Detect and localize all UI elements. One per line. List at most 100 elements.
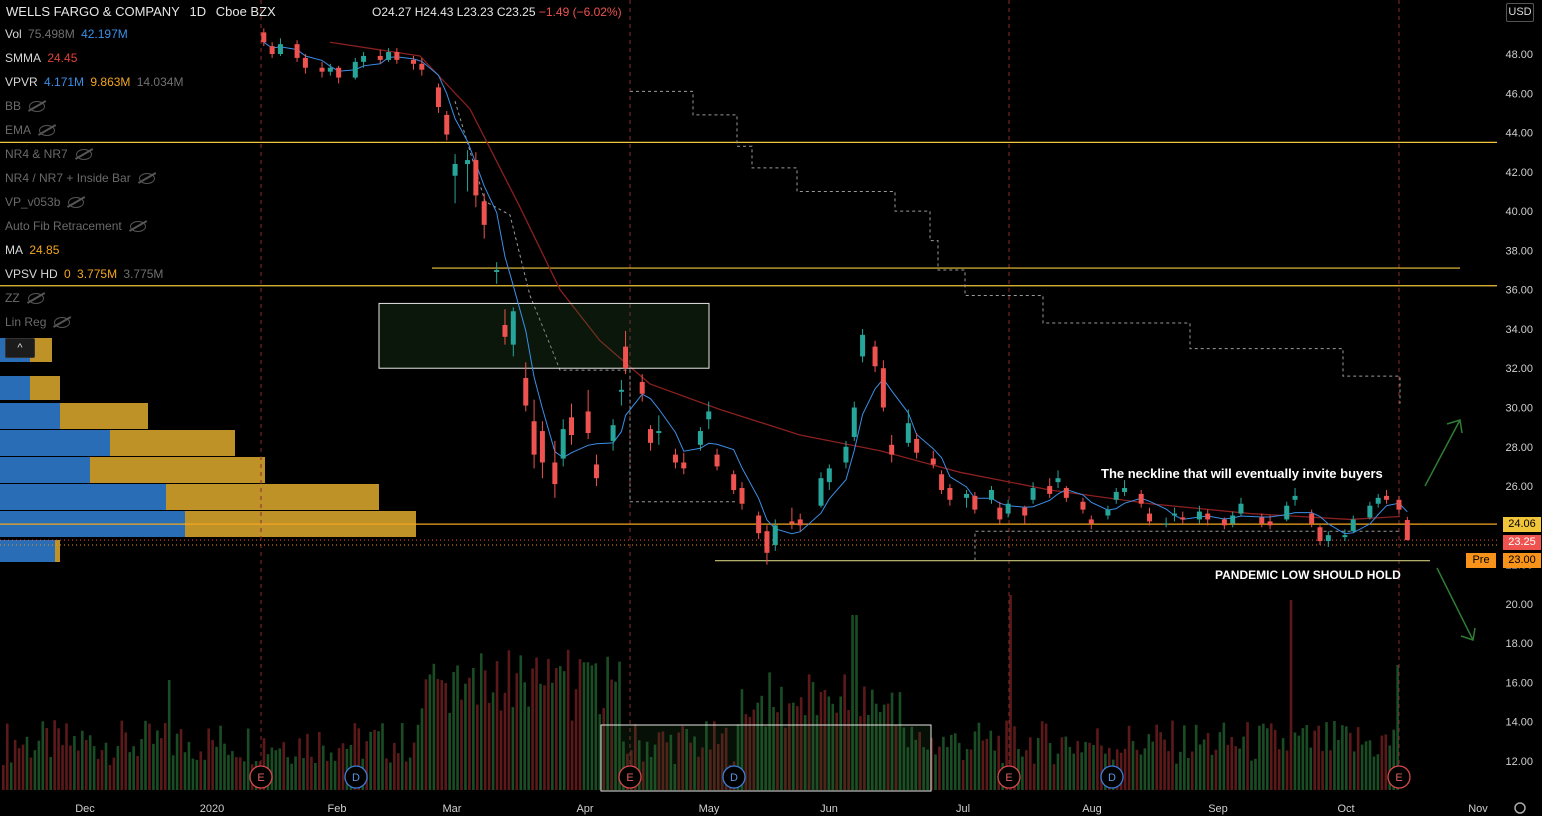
candle-body — [1196, 511, 1202, 520]
volume-bar — [910, 726, 914, 790]
volume-bar — [448, 712, 451, 790]
candle-body — [610, 425, 616, 441]
volume-bar — [144, 720, 147, 790]
collapse-legend-button[interactable]: ^ — [5, 338, 35, 358]
volume-bar — [594, 663, 598, 790]
volume-bar — [1325, 722, 1328, 790]
candle-body — [419, 63, 425, 70]
volume-bar — [622, 741, 625, 790]
hidden-eye-icon[interactable] — [75, 149, 92, 161]
symbol-name[interactable]: WELLS FARGO & COMPANY — [6, 4, 180, 19]
volume-bar — [507, 650, 511, 790]
indicator-row[interactable]: EMA — [5, 123, 56, 137]
volume-bar — [543, 685, 546, 790]
high-value: 24.43 — [423, 5, 454, 19]
volume-bar — [748, 716, 752, 790]
hidden-eye-icon[interactable] — [27, 293, 44, 305]
volume-bar — [697, 756, 700, 790]
level-price-tag: 24.06 — [1503, 517, 1541, 532]
dividend-marker-icon — [722, 765, 746, 789]
volume-bar — [179, 729, 183, 790]
interval-label[interactable]: 1D — [189, 4, 207, 19]
candle-body — [1088, 519, 1094, 524]
volume-bar — [736, 724, 740, 790]
candle-body — [843, 446, 849, 463]
candle-body — [539, 431, 545, 463]
candle-body — [435, 87, 441, 108]
hidden-eye-icon[interactable] — [39, 125, 56, 137]
ohlc-readout: O24.27 H24.43 L23.23 C23.25 −1.49 (−6.02… — [372, 5, 622, 19]
volume-bar — [1048, 743, 1052, 790]
volume-bar — [1052, 764, 1056, 790]
volume-bar — [1337, 739, 1340, 790]
volume-bar — [108, 764, 112, 790]
indicator-row[interactable]: VP_v053b — [5, 195, 85, 209]
volume-bar — [389, 762, 392, 790]
volume-bar — [1266, 728, 1269, 790]
hidden-eye-icon[interactable] — [68, 197, 85, 209]
indicator-row[interactable]: VPVR 4.171M 9.863M 14.034M — [5, 75, 183, 89]
volume-bar — [183, 752, 187, 790]
volume-bar — [1301, 728, 1305, 790]
volume-bar — [104, 742, 108, 790]
volume-bar — [527, 706, 530, 790]
candle-body — [410, 59, 416, 64]
indicator-row[interactable]: Lin Reg — [5, 315, 71, 329]
indicator-row[interactable]: ZZ — [5, 291, 44, 305]
volume-bar — [160, 738, 163, 790]
indicator-row[interactable]: Vol 75.498M 42.197M — [5, 27, 128, 41]
volume-bar — [961, 759, 965, 790]
volume-bar — [207, 728, 210, 790]
indicator-row[interactable]: BB — [5, 99, 46, 113]
event-marker-label: D — [352, 772, 360, 784]
volume-bar — [1341, 725, 1344, 790]
indicator-row[interactable]: Auto Fib Retracement — [5, 219, 146, 233]
volume-bar — [637, 740, 641, 790]
currency-button[interactable]: USD — [1506, 3, 1534, 22]
volume-bar — [286, 757, 289, 790]
event-marker-label: E — [1005, 772, 1012, 784]
hidden-eye-icon[interactable] — [129, 221, 146, 233]
candle-body — [269, 46, 275, 54]
volume-bar — [69, 745, 72, 790]
volume-highlight-box — [600, 724, 932, 792]
volume-bar — [1183, 725, 1186, 790]
volume-bar — [1064, 736, 1068, 790]
indicator-row[interactable]: NR4 / NR7 + Inside Bar — [5, 171, 155, 185]
volume-bar — [2, 765, 5, 790]
indicator-name: Lin Reg — [5, 315, 47, 329]
volume-bar — [357, 728, 361, 790]
volume-bar — [73, 736, 76, 790]
volume-bar — [1092, 744, 1095, 790]
candle-body — [681, 462, 687, 469]
volume-bar — [1380, 735, 1384, 790]
volume-profile-bar — [166, 484, 379, 510]
hidden-eye-icon[interactable] — [138, 173, 155, 185]
candle-body — [569, 417, 575, 435]
candle-body — [714, 454, 720, 467]
volume-bar — [37, 740, 41, 790]
indicator-row[interactable]: SMMA 24.45 — [5, 51, 77, 65]
volume-bar — [420, 708, 424, 790]
volume-bar — [1068, 746, 1072, 790]
volume-bar — [859, 716, 862, 790]
volume-bar — [377, 731, 380, 790]
volume-bar — [1088, 742, 1091, 790]
candle-body — [930, 458, 936, 465]
indicator-row[interactable]: VPSV HD 0 3.775M 3.775M — [5, 267, 163, 281]
hidden-eye-icon[interactable] — [54, 317, 71, 329]
indicator-value: 3.775M — [120, 267, 164, 281]
volume-bar — [894, 724, 898, 790]
volume-bar — [152, 743, 155, 790]
volume-bar — [132, 746, 135, 790]
indicator-row[interactable]: NR4 & NR7 — [5, 147, 92, 161]
y-tick-label: 42.00 — [1505, 167, 1533, 179]
hidden-eye-icon[interactable] — [29, 101, 46, 113]
indicator-row[interactable]: MA 24.85 — [5, 243, 59, 257]
volume-bar — [693, 736, 696, 790]
x-tick-label: Aug — [1082, 803, 1102, 815]
volume-bar — [1029, 737, 1032, 790]
volume-bar — [827, 696, 831, 790]
volume-bar — [314, 763, 317, 790]
